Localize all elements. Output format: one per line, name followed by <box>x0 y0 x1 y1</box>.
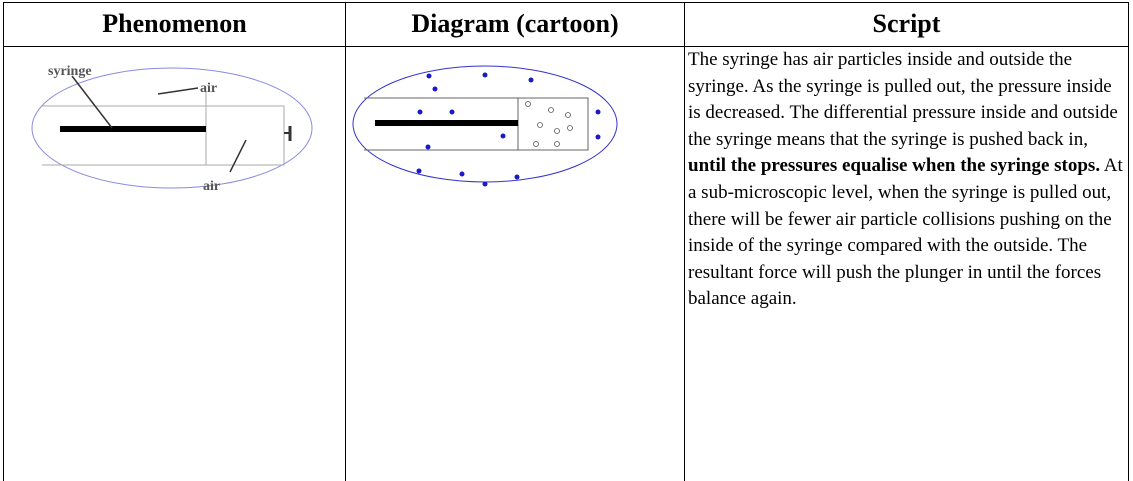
inside-particles <box>525 101 573 147</box>
label: air <box>203 179 220 194</box>
bold-text: until the pressures equalise when the sy… <box>688 155 1101 177</box>
column-border <box>3 2 4 481</box>
text: At a sub-microscopic level, when the syr… <box>688 155 1123 310</box>
script-text: The syringe has air particles inside and… <box>688 47 1126 313</box>
pointer <box>229 139 247 173</box>
column-border <box>345 2 346 481</box>
table-border <box>3 2 1129 3</box>
pointer <box>157 87 199 95</box>
pointer <box>71 75 113 129</box>
row-divider <box>3 46 1129 47</box>
text: The syringe has air particles inside and… <box>688 49 1118 150</box>
diagrams: syringe air air <box>31 64 618 194</box>
barrel <box>42 92 207 166</box>
column-header: Diagram (cartoon) <box>411 9 619 38</box>
ellipse <box>31 67 313 189</box>
column-border <box>1128 2 1129 481</box>
label: air <box>200 81 217 96</box>
barrel-end <box>205 105 285 166</box>
column-header: Script <box>872 9 941 38</box>
label: syringe <box>48 64 92 79</box>
barrel-end <box>517 97 589 151</box>
outside-particles <box>416 72 601 187</box>
column-border <box>684 2 685 481</box>
column-header: Phenomenon <box>102 9 247 38</box>
